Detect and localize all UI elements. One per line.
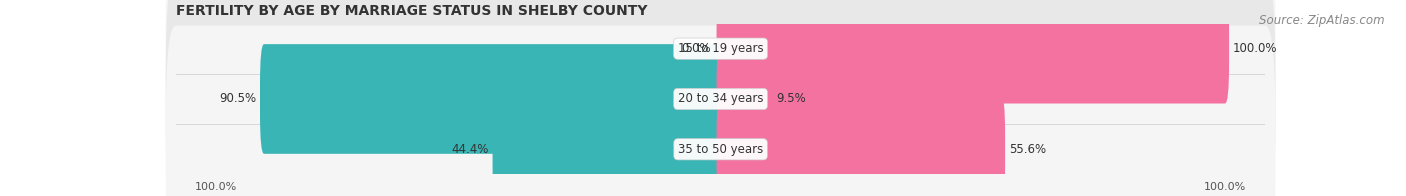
Text: 90.5%: 90.5% — [219, 93, 256, 105]
Text: 100.0%: 100.0% — [1233, 42, 1277, 55]
FancyBboxPatch shape — [717, 44, 772, 154]
Text: 0.0%: 0.0% — [681, 42, 710, 55]
Text: 15 to 19 years: 15 to 19 years — [678, 42, 763, 55]
FancyBboxPatch shape — [717, 94, 1005, 196]
FancyBboxPatch shape — [492, 94, 724, 196]
Text: 20 to 34 years: 20 to 34 years — [678, 93, 763, 105]
FancyBboxPatch shape — [166, 25, 1275, 196]
Text: 9.5%: 9.5% — [776, 93, 806, 105]
FancyBboxPatch shape — [166, 0, 1275, 196]
Text: 44.4%: 44.4% — [451, 143, 489, 156]
Text: Source: ZipAtlas.com: Source: ZipAtlas.com — [1260, 14, 1385, 27]
Text: 55.6%: 55.6% — [1008, 143, 1046, 156]
FancyBboxPatch shape — [260, 44, 724, 154]
FancyBboxPatch shape — [166, 0, 1275, 172]
Text: FERTILITY BY AGE BY MARRIAGE STATUS IN SHELBY COUNTY: FERTILITY BY AGE BY MARRIAGE STATUS IN S… — [176, 4, 647, 18]
FancyBboxPatch shape — [717, 0, 1229, 103]
Text: 35 to 50 years: 35 to 50 years — [678, 143, 763, 156]
